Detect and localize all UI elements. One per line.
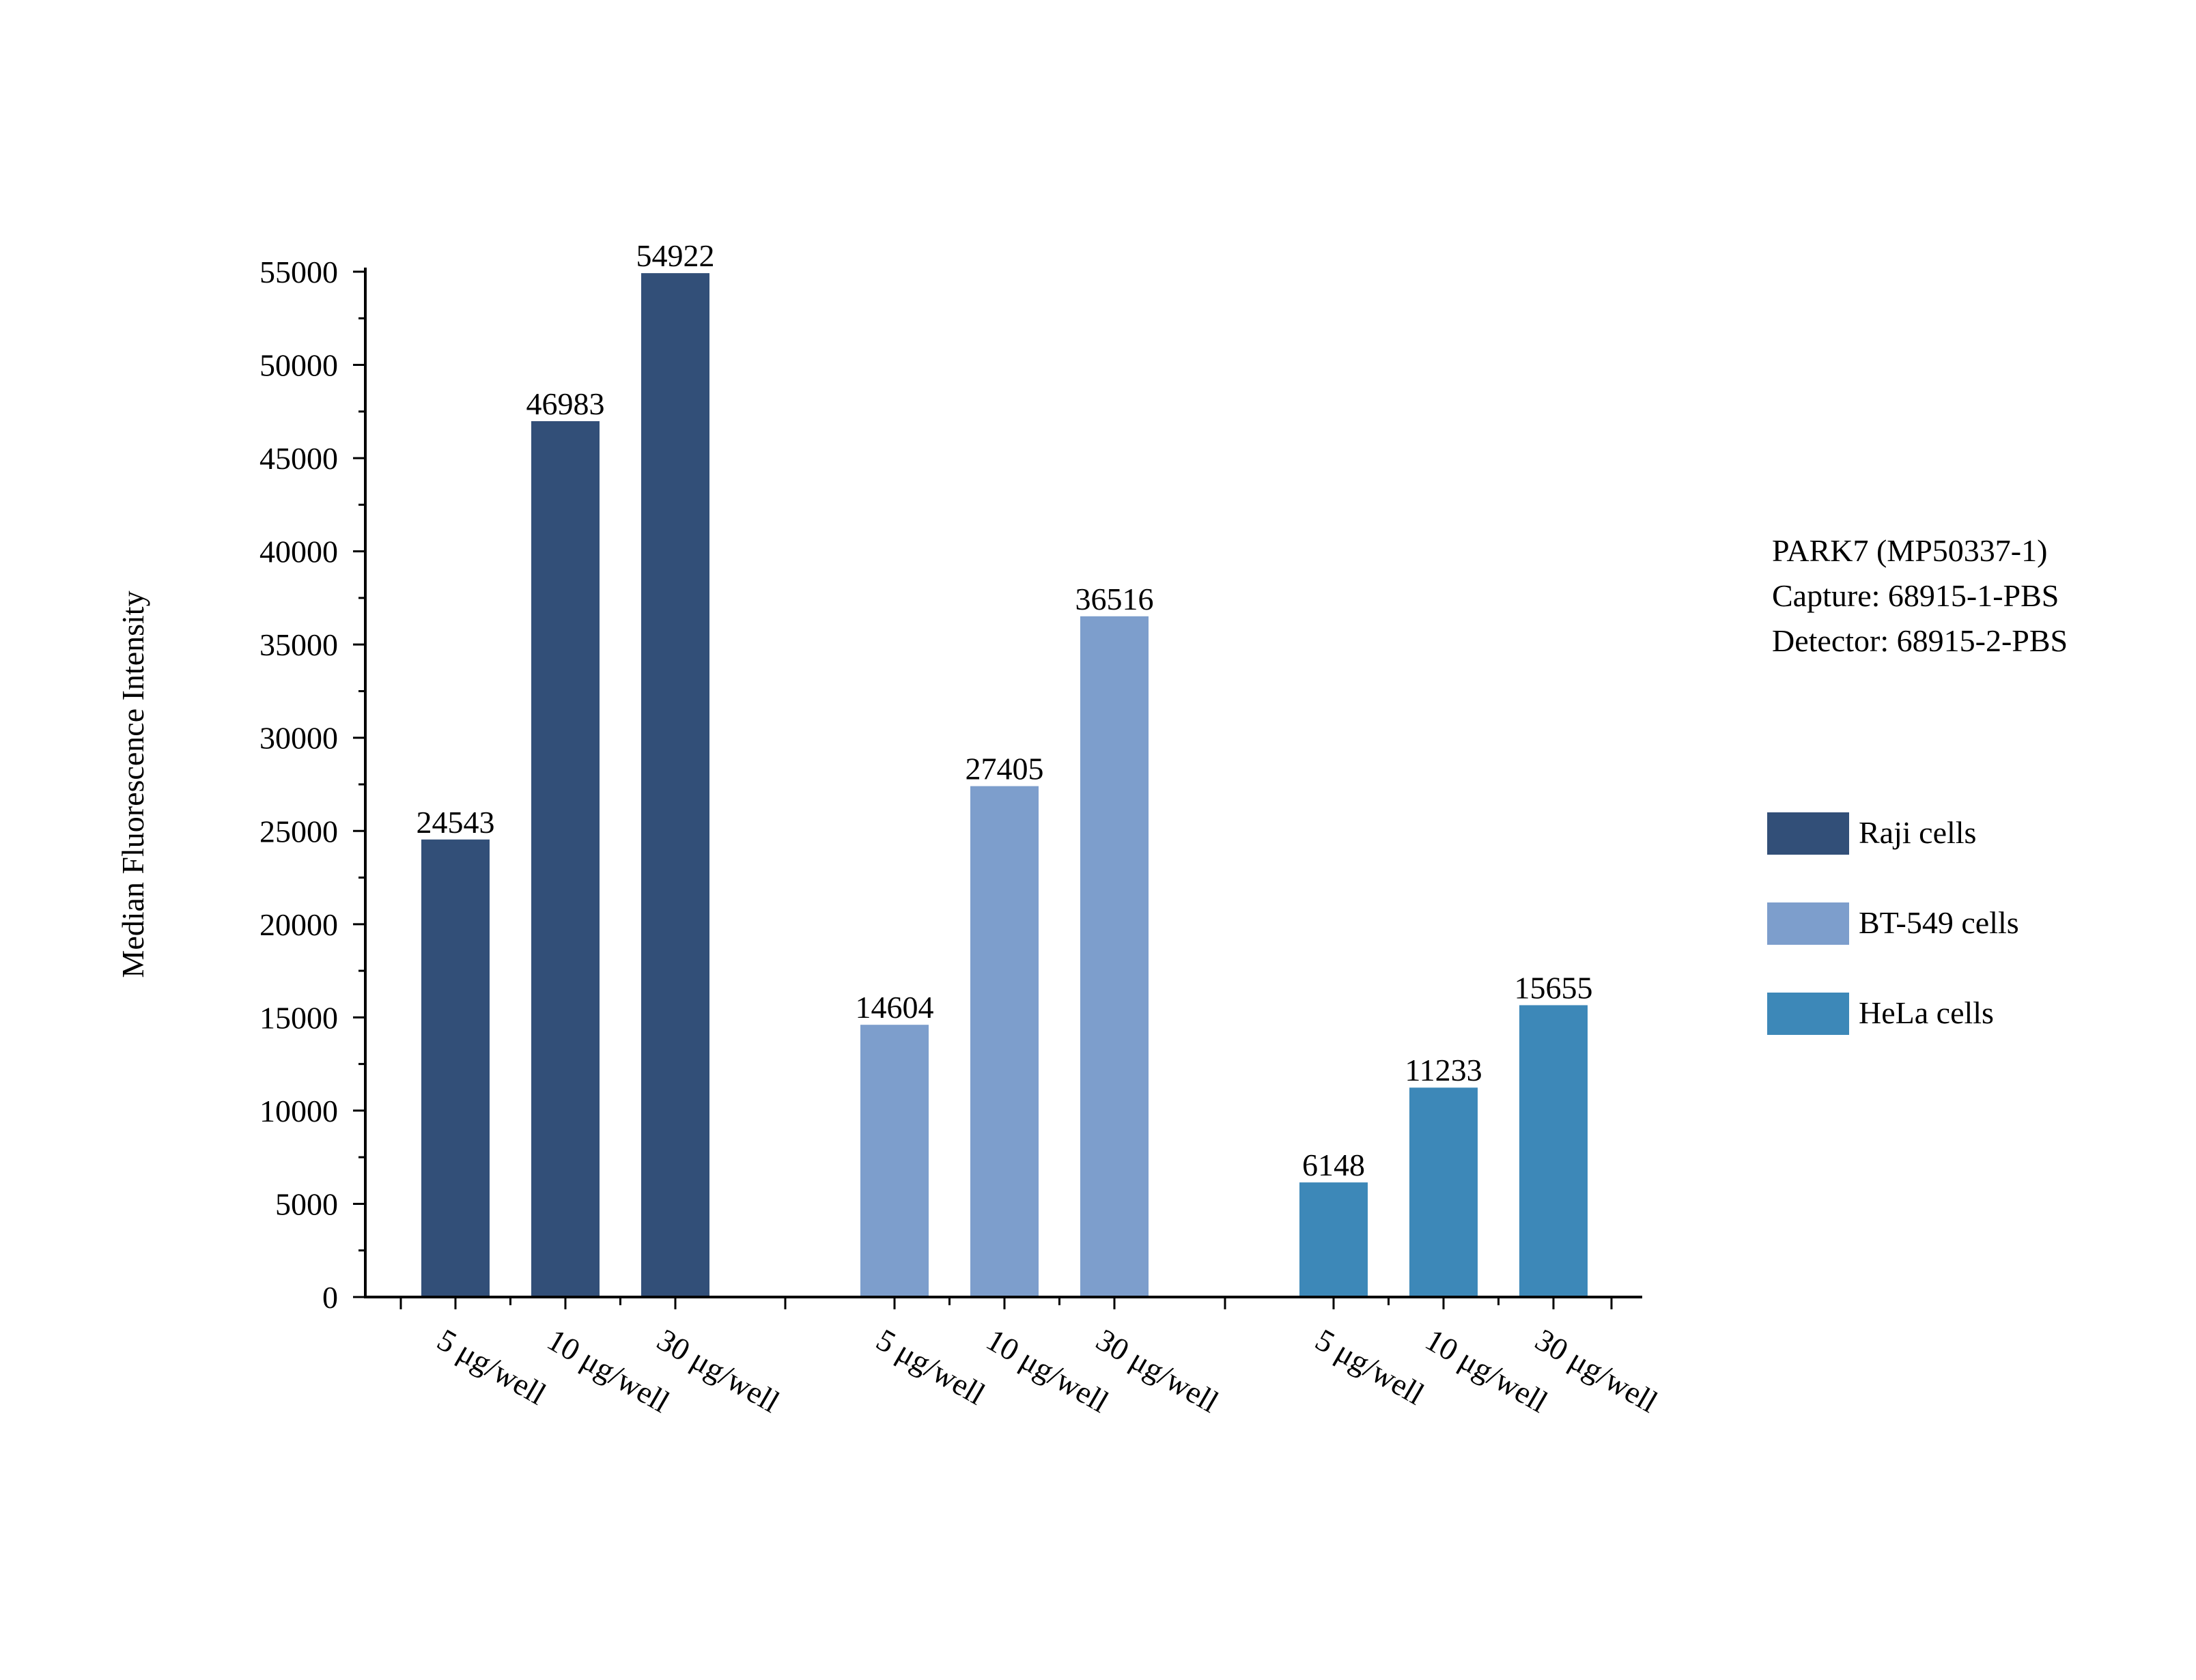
legend-layer: Raji cells BT-549 cells HeLa cells [1767,812,2019,1035]
data-label: 46983 [526,386,605,421]
y-tick-label: 35000 [259,627,338,662]
y-tick-label: 40000 [259,535,338,569]
x-tick-label: 5 μg/well [432,1322,552,1411]
bars-layer [421,273,1588,1297]
x-tick-label: 5 μg/well [1310,1322,1430,1411]
y-tick-label: 50000 [259,348,338,383]
bar-1-1 [421,839,490,1297]
annotation-line: Detector: 68915-2-PBS [1772,623,2068,658]
y-tick-label: 10000 [259,1094,338,1128]
x-tick-label: 30 μg/well [1090,1322,1224,1419]
x-tick-label: 10 μg/well [1420,1322,1553,1419]
bar-2-2 [970,786,1039,1297]
bar-3-3 [1519,1005,1588,1297]
data-label: 36516 [1075,582,1154,616]
y-tick-label: 45000 [259,441,338,476]
y-axis-title: Median Fluorescence Intensity [115,590,150,978]
data-label: 54922 [636,238,715,273]
x-tick-label: 30 μg/well [1530,1322,1663,1419]
legend-label: Raji cells [1859,815,1976,850]
x-tick-label: 30 μg/well [651,1322,785,1419]
x-tick-label: 5 μg/well [871,1322,991,1411]
x-tick-label: 10 μg/well [981,1322,1114,1419]
x-tick-label: 10 μg/well [541,1322,675,1419]
data-label: 6148 [1302,1148,1365,1182]
legend-swatch [1767,902,1849,945]
y-tick-label: 0 [322,1280,338,1315]
legend-swatch [1767,812,1849,855]
legend-swatch [1767,993,1849,1035]
data-label: 15655 [1515,970,1593,1005]
bar-3-1 [1299,1182,1368,1297]
bar-3-2 [1409,1087,1478,1297]
bar-1-2 [531,421,600,1297]
annotation-line: Capture: 68915-1-PBS [1772,578,2059,613]
axes-layer: 0 5000 10000 15000 20000 25000 30000 35000 40000… [115,255,1642,1315]
legend-label: BT-549 cells [1859,905,2019,940]
bar-1-3 [641,273,709,1297]
bar-2-1 [860,1025,929,1297]
data-label: 11233 [1405,1053,1482,1087]
y-tick-label: 30000 [259,721,338,756]
data-label: 14604 [856,990,934,1025]
y-tick-label: 55000 [259,255,338,289]
data-label: 27405 [966,752,1044,786]
annotation-line: PARK7 (MP50337-1) [1772,533,2047,568]
y-tick-label: 20000 [259,907,338,942]
y-tick-label: 15000 [259,1000,338,1035]
y-tick-label: 25000 [259,814,338,849]
annotation-layer: PARK7 (MP50337-1) Capture: 68915-1-PBS Det… [1772,533,2068,658]
bar-2-3 [1080,616,1149,1297]
legend-label: HeLa cells [1859,995,1994,1030]
data-label: 24543 [417,805,495,840]
y-tick-label: 5000 [275,1186,338,1221]
